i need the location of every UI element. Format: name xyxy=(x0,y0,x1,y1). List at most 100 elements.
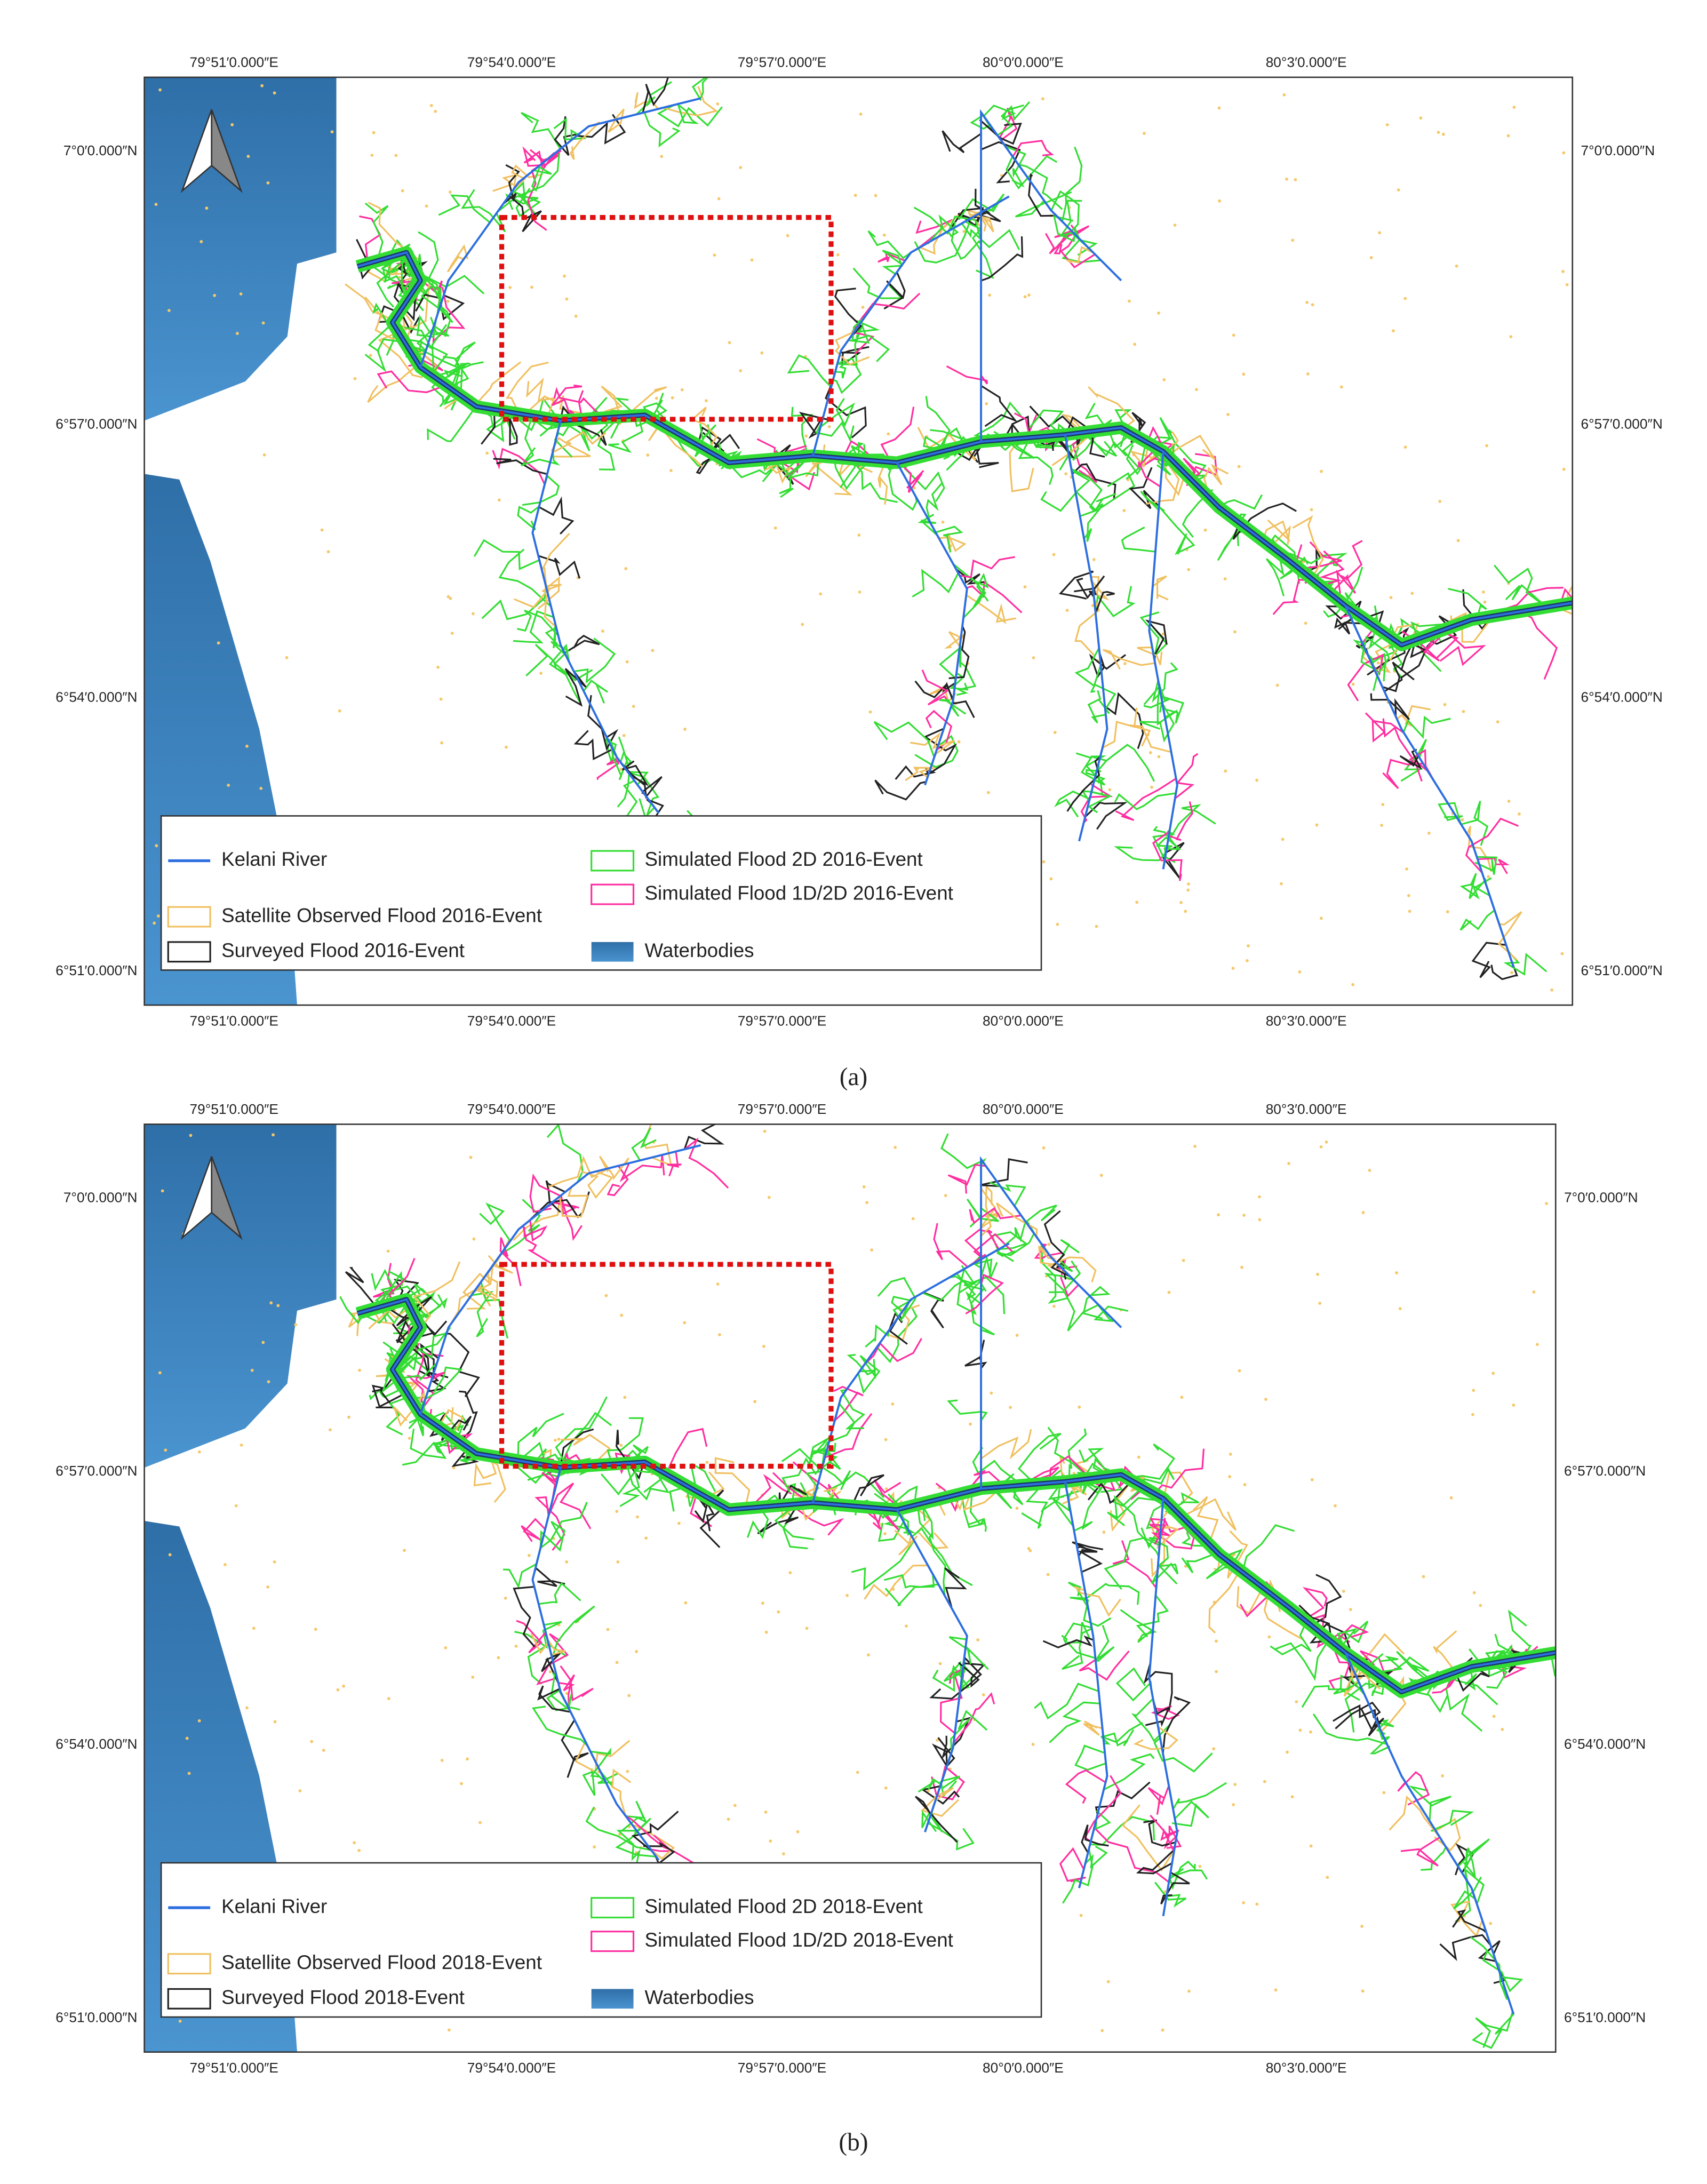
flood-extent xyxy=(568,1682,594,1709)
flood-extent xyxy=(537,1685,571,1713)
satellite-dot xyxy=(680,388,684,392)
flood-extent xyxy=(1394,1656,1433,1682)
flood-extent xyxy=(1072,431,1098,483)
satellite-dot xyxy=(563,274,566,278)
satellite-dot xyxy=(197,1719,201,1723)
flood-extent xyxy=(1018,437,1054,485)
satellite-dot xyxy=(705,399,708,403)
flood-extent xyxy=(1066,755,1101,812)
flood-extent xyxy=(377,370,446,393)
satellite-dot xyxy=(1395,1271,1399,1274)
satellite-dot xyxy=(1264,1398,1267,1401)
satellite-dot xyxy=(234,1504,238,1508)
satellite-dot xyxy=(1056,922,1059,926)
satellite-dot xyxy=(606,1628,610,1631)
flood-extent xyxy=(548,643,582,705)
flood-extent xyxy=(820,397,856,428)
flood-extent xyxy=(914,680,954,700)
satellite-dot xyxy=(716,1282,720,1286)
flood-extent xyxy=(971,1254,998,1280)
flood-extent xyxy=(1121,526,1156,553)
flood-extent xyxy=(554,1195,580,1215)
satellite-dot xyxy=(887,432,890,436)
satellite-dot xyxy=(1487,875,1490,879)
flood-extent xyxy=(505,361,549,415)
flood-extent xyxy=(569,121,601,160)
satellite-dot xyxy=(154,203,158,206)
flood-extent xyxy=(851,1474,884,1507)
flood-extent xyxy=(1028,173,1057,217)
flood-extent xyxy=(848,320,880,344)
satellite-dot xyxy=(894,1145,897,1149)
satellite-dot xyxy=(548,1670,552,1673)
coordinate-label: 6°57′0.000″N xyxy=(55,416,137,432)
legend-swatch xyxy=(167,1953,211,1975)
legend-label: Simulated Flood 1D/2D 2016-Event xyxy=(645,882,953,904)
flood-extent xyxy=(940,1133,987,1169)
satellite-dot xyxy=(941,520,945,524)
satellite-dot xyxy=(1456,539,1460,543)
flood-extent xyxy=(1142,426,1161,467)
flood-extent xyxy=(1331,1624,1369,1664)
flood-extent xyxy=(1162,842,1185,879)
flood-extent xyxy=(1461,801,1489,846)
satellite-dot xyxy=(1161,2028,1164,2032)
flood-extent xyxy=(834,288,863,341)
flood-extent xyxy=(369,1387,404,1400)
satellite-dot xyxy=(472,1237,476,1241)
satellite-dot xyxy=(1015,1334,1019,1337)
satellite-dot xyxy=(1042,860,1046,864)
flood-extent xyxy=(473,539,540,570)
flood-extent xyxy=(393,282,417,321)
flood-extent xyxy=(1084,801,1128,830)
satellite-dot xyxy=(1461,818,1464,822)
coordinate-label: 6°51′0.000″N xyxy=(55,2010,137,2026)
flood-extent xyxy=(521,111,561,150)
legend-label: Satellite Observed Flood 2018-Event xyxy=(221,1951,542,1973)
flood-extent xyxy=(1168,429,1207,483)
flood-extent xyxy=(1018,163,1063,210)
satellite-dot xyxy=(988,293,992,297)
flood-extent xyxy=(1131,1698,1170,1742)
flood-extent xyxy=(950,1710,988,1752)
satellite-dot xyxy=(250,1368,254,1372)
flood-extent xyxy=(956,659,977,696)
satellite-dot xyxy=(1027,293,1031,297)
satellite-dot xyxy=(763,1129,767,1133)
satellite-dot xyxy=(227,784,230,787)
satellite-dot xyxy=(1491,1372,1495,1375)
satellite-dot xyxy=(1305,301,1309,304)
flood-extent xyxy=(550,1672,572,1710)
satellite-dot xyxy=(717,1333,721,1336)
satellite-dot xyxy=(962,229,966,233)
flood-extent xyxy=(521,1518,546,1542)
flood-extent xyxy=(996,1233,1035,1257)
satellite-dot xyxy=(632,705,635,708)
coordinate-label: 79°57′0.000″E xyxy=(738,1013,826,1029)
satellite-dot xyxy=(1028,1549,1032,1552)
satellite-dot xyxy=(1368,1169,1371,1172)
flood-extent xyxy=(808,1436,836,1465)
satellite-dot xyxy=(1545,1202,1548,1205)
satellite-dot xyxy=(845,1593,849,1597)
flood-extent xyxy=(530,1633,565,1656)
flood-extent xyxy=(1114,792,1176,810)
satellite-dot xyxy=(1550,988,1554,992)
flood-extent xyxy=(876,1306,918,1364)
flood-extent xyxy=(1128,467,1160,509)
flood-extent xyxy=(913,1504,949,1550)
flood-extent xyxy=(1093,664,1116,714)
legend-label: Surveyed Flood 2018-Event xyxy=(221,1987,465,2008)
flood-extent xyxy=(1095,1625,1115,1662)
flood-extent xyxy=(706,1489,724,1532)
flood-extent xyxy=(553,117,587,141)
flood-extent xyxy=(531,166,552,192)
flood-extent xyxy=(857,1355,881,1394)
satellite-dot xyxy=(1419,116,1423,120)
flood-extent xyxy=(1089,652,1126,679)
flood-extent xyxy=(1104,692,1144,750)
satellite-dot xyxy=(353,377,357,380)
satellite-dot xyxy=(1512,106,1516,109)
flood-extent xyxy=(980,236,1024,282)
satellite-dot xyxy=(1441,1774,1445,1778)
